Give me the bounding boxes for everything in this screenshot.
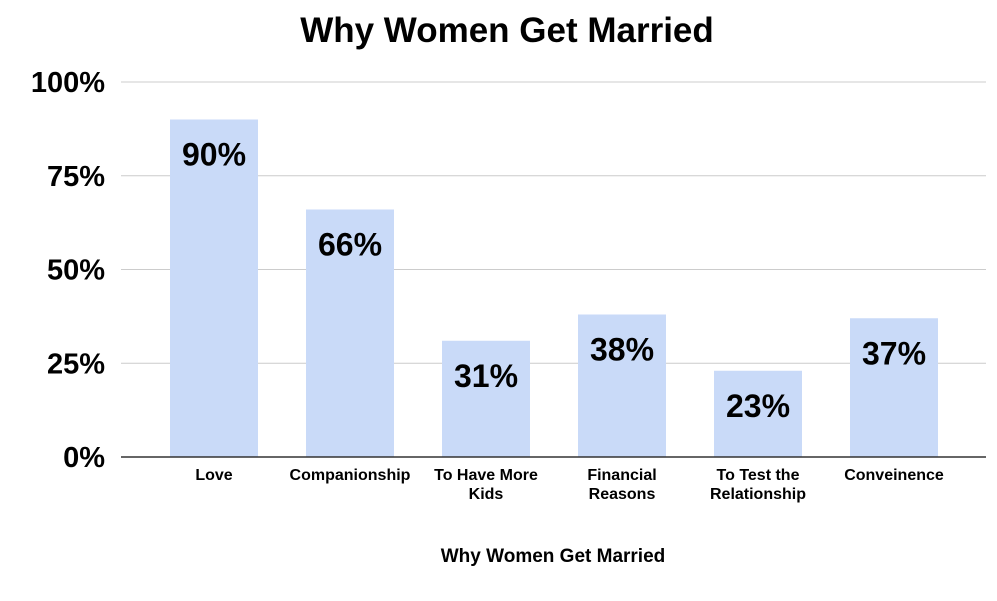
bar — [714, 370, 802, 457]
x-tick-label: Love — [195, 467, 232, 484]
x-axis-ticks: Love Companionship To Have More Kids Financi… — [195, 467, 944, 503]
y-tick-label: 100% — [31, 67, 105, 99]
bar — [170, 119, 258, 457]
data-label: 38% — [590, 332, 654, 368]
y-axis-ticks: 0% 25% 50% 75% 100% — [31, 67, 105, 474]
x-tick-label: Financial Reasons — [587, 467, 656, 503]
gridlines — [121, 81, 986, 364]
x-tick-label: Companionship — [290, 467, 411, 484]
data-labels: 90% 66% 31% 38% 23% 37% — [182, 137, 926, 424]
y-tick-label: 0% — [63, 442, 105, 474]
x-tick-label: To Have More Kids — [434, 467, 538, 503]
data-label: 66% — [318, 227, 382, 263]
x-tick-label: To Test the Relationship — [710, 467, 806, 503]
x-axis-label: Why Women Get Married — [441, 546, 666, 567]
bars — [170, 119, 938, 457]
y-tick-label: 75% — [47, 161, 105, 193]
data-label: 90% — [182, 137, 246, 173]
bar — [850, 318, 938, 457]
bar — [442, 340, 530, 457]
bar — [306, 209, 394, 457]
y-tick-label: 25% — [47, 348, 105, 380]
data-label: 23% — [726, 388, 790, 424]
bar — [578, 314, 666, 457]
data-label: 37% — [862, 335, 926, 371]
chart-title: Why Women Get Married — [300, 11, 714, 50]
data-label: 31% — [454, 358, 518, 394]
y-tick-label: 50% — [47, 255, 105, 287]
x-tick-label: Conveinence — [844, 467, 944, 484]
